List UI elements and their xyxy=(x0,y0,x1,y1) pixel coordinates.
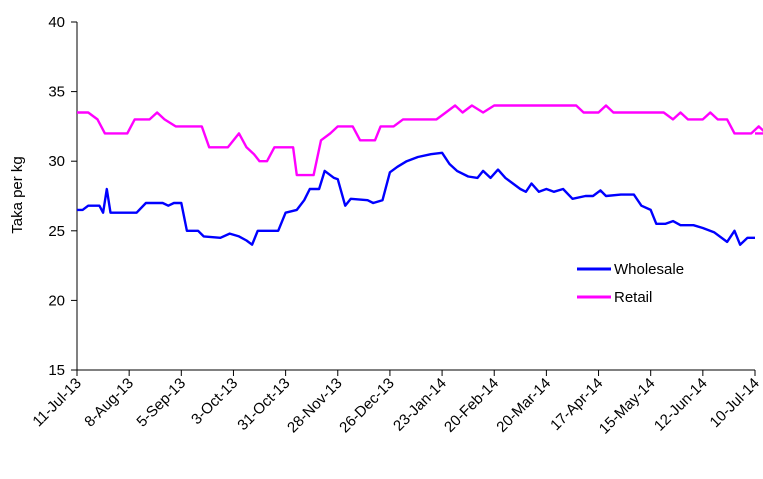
y-tick-label: 30 xyxy=(48,153,65,170)
x-tick-label: 15-May-14 xyxy=(596,375,659,438)
x-tick-label: 28-Nov-13 xyxy=(284,375,346,437)
y-tick-label: 25 xyxy=(48,223,65,240)
y-tick-label: 20 xyxy=(48,292,65,309)
y-tick-labels: 15 20 25 30 35 40 xyxy=(48,14,65,379)
series-line-retail xyxy=(77,104,763,177)
legend: Wholesale Retail xyxy=(577,261,684,306)
x-tick-label: 26-Dec-13 xyxy=(336,375,398,437)
x-tick-label: 10-Jul-14 xyxy=(707,375,763,431)
x-tick-label: 12-Jun-14 xyxy=(651,375,711,435)
series-lines xyxy=(77,104,763,246)
y-tick-label: 40 xyxy=(48,14,65,31)
y-axis-title: Taka per kg xyxy=(9,156,26,234)
x-tick-label: 3-Oct-13 xyxy=(188,375,241,428)
x-tick-label: 20-Feb-14 xyxy=(441,375,502,436)
axes xyxy=(71,21,756,376)
legend-label-retail: Retail xyxy=(614,289,652,306)
x-tick-label: 23-Jan-14 xyxy=(390,375,450,435)
x-tick-label: 20-Mar-14 xyxy=(493,375,554,436)
series-line-wholesale xyxy=(77,151,755,246)
x-tick-labels: 11-Jul-138-Aug-135-Sep-133-Oct-1331-Oct-… xyxy=(29,375,762,438)
x-tick-label: 5-Sep-13 xyxy=(133,375,189,431)
x-tick-label: 11-Jul-13 xyxy=(29,375,84,430)
x-tick-label: 8-Aug-13 xyxy=(81,375,137,431)
legend-label-wholesale: Wholesale xyxy=(614,261,684,278)
y-tick-label: 35 xyxy=(48,84,65,101)
y-tick-label: 15 xyxy=(48,362,65,379)
